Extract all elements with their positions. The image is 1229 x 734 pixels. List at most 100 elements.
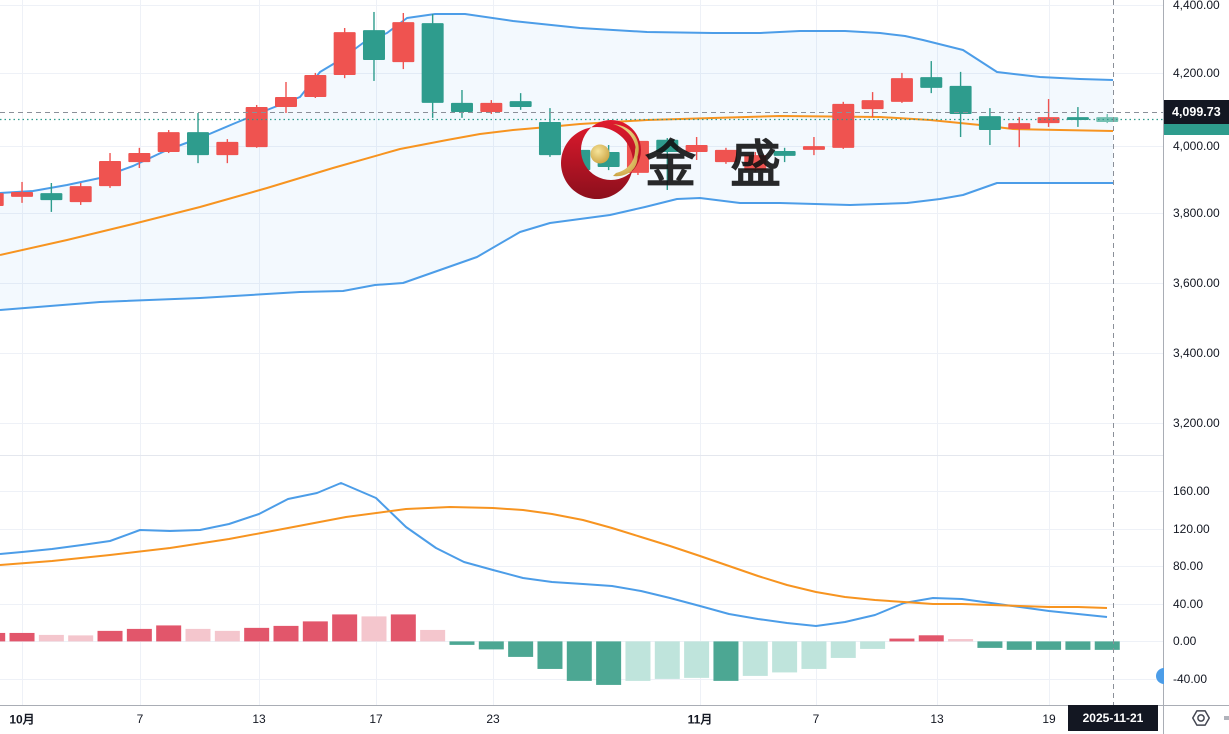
candle-2025-11-10[interactable] bbox=[832, 103, 855, 148]
axis-tick-label: 0.00 bbox=[1173, 634, 1197, 648]
macd-histogram-bar bbox=[801, 641, 827, 669]
candle-2025-10-17[interactable] bbox=[362, 30, 385, 61]
axis-tick-label: 3,800.00 bbox=[1173, 206, 1220, 220]
candle-2025-10-31[interactable] bbox=[656, 139, 679, 152]
macd-histogram-bar bbox=[449, 641, 475, 645]
axis-tick-label: 3,200.00 bbox=[1173, 416, 1220, 430]
candle-2025-11-06[interactable] bbox=[773, 150, 796, 156]
candle-2025-10-14[interactable] bbox=[275, 96, 297, 108]
macd-histogram-bar bbox=[273, 625, 299, 642]
bollinger-lower-line bbox=[0, 182, 1113, 311]
candle-2025-10-21[interactable] bbox=[421, 23, 444, 103]
candle-2025-11-12[interactable] bbox=[890, 78, 913, 102]
macd-histogram-bar bbox=[977, 641, 1003, 648]
macd-histogram-bar bbox=[596, 641, 622, 685]
candle-2025-10-24[interactable] bbox=[509, 101, 532, 108]
candle-2025-10-23[interactable] bbox=[480, 102, 503, 112]
axis-tick-label: 120.00 bbox=[1173, 522, 1210, 536]
pane-scroll-button[interactable] bbox=[1156, 668, 1164, 684]
macd-histogram-bar bbox=[478, 641, 504, 650]
candle-2025-10-16[interactable] bbox=[333, 32, 356, 76]
bollinger-fill bbox=[0, 14, 1113, 310]
macd-line bbox=[0, 482, 1108, 627]
axis-tick-label: 4,400.00 bbox=[1173, 0, 1220, 12]
candle-2025-10-01[interactable] bbox=[11, 192, 34, 197]
macd-histogram-bar bbox=[390, 614, 416, 642]
macd-histogram-bar bbox=[508, 641, 534, 657]
candle-2025-11-03[interactable] bbox=[685, 145, 708, 152]
axis-tick-label: 3,400.00 bbox=[1173, 346, 1220, 360]
partial-edge-icon bbox=[1224, 716, 1229, 720]
macd-histogram-bar bbox=[420, 629, 446, 642]
macd-histogram-bar bbox=[948, 639, 974, 642]
candle-2025-10-03[interactable] bbox=[69, 186, 92, 203]
macd-histogram-bar bbox=[126, 628, 152, 642]
macd-histogram-bar bbox=[214, 630, 240, 642]
candle-2025-10-15[interactable] bbox=[304, 75, 327, 97]
candle-2025-11-14[interactable] bbox=[949, 85, 972, 115]
macd-histogram-bar bbox=[537, 641, 563, 669]
candle-2025-10-13[interactable] bbox=[245, 107, 268, 148]
macd-histogram-bar bbox=[566, 641, 592, 681]
macd-histogram-bar bbox=[713, 641, 739, 681]
macd-histogram-bar bbox=[244, 627, 270, 642]
candle-2025-10-30[interactable] bbox=[626, 140, 649, 173]
macd-histogram-bar bbox=[625, 641, 651, 681]
time-tick-label: 13 bbox=[930, 712, 944, 726]
candle-2025-11-19[interactable] bbox=[1037, 117, 1060, 124]
macd-histogram-bar bbox=[97, 630, 123, 642]
candle-2025-11-05[interactable] bbox=[744, 155, 767, 171]
price-axis[interactable]: 4,400.00 4,200.00 4,000.00 3,800.00 3,600.00… bbox=[1164, 0, 1229, 705]
macd-histogram-bar bbox=[830, 641, 856, 658]
gear-icon bbox=[1192, 710, 1210, 726]
candle-2025-11-11[interactable] bbox=[861, 100, 884, 110]
candle-2025-10-22[interactable] bbox=[450, 102, 473, 112]
time-tick-label: 11月 bbox=[687, 712, 713, 727]
time-tick-label: 10月 bbox=[9, 712, 35, 727]
macd-histogram-bar bbox=[1036, 641, 1062, 650]
candle-2025-10-09[interactable] bbox=[187, 132, 210, 156]
axis-tick-label: 160.00 bbox=[1173, 484, 1210, 498]
candle-2025-11-07[interactable] bbox=[802, 146, 825, 150]
macd-signal-line bbox=[0, 506, 1108, 609]
candle-2025-11-17[interactable] bbox=[978, 116, 1001, 131]
candle-2025-11-13[interactable] bbox=[920, 77, 943, 88]
axis-tick-label: 4,200.00 bbox=[1173, 66, 1220, 80]
macd-histogram-bar bbox=[1006, 641, 1032, 650]
macd-histogram-bar bbox=[185, 628, 211, 642]
macd-histogram-bar bbox=[918, 635, 944, 642]
candle-2025-10-28[interactable] bbox=[568, 149, 591, 171]
macd-histogram-bar bbox=[1065, 641, 1091, 650]
macd-histogram-bar bbox=[38, 634, 64, 642]
axis-tick-label: -40.00 bbox=[1173, 672, 1208, 686]
candle-2025-10-08[interactable] bbox=[157, 132, 180, 152]
macd-histogram-bar bbox=[302, 621, 328, 642]
candle-2025-10-27[interactable] bbox=[538, 122, 561, 156]
axis-tick-label: 4,000.00 bbox=[1173, 139, 1220, 153]
macd-histogram-bar bbox=[9, 632, 35, 642]
candle-2025-09-30[interactable] bbox=[0, 193, 4, 206]
macd-histogram-bar bbox=[0, 632, 6, 642]
time-tick-label: 7 bbox=[136, 712, 144, 726]
macd-histogram-bar bbox=[860, 641, 886, 649]
macd-histogram-bar bbox=[361, 616, 387, 642]
candle-2025-10-06[interactable] bbox=[99, 161, 122, 187]
candle-2025-11-18[interactable] bbox=[1008, 123, 1031, 130]
time-axis[interactable]: 10月 7 13 17 23 11月 7 13 19 bbox=[0, 706, 1163, 734]
candle-2025-10-29[interactable] bbox=[597, 151, 620, 167]
candle-2025-11-04[interactable] bbox=[714, 149, 737, 163]
candle-2025-10-10[interactable] bbox=[216, 141, 239, 156]
macd-histogram-bar bbox=[68, 635, 94, 642]
candle-2025-10-20[interactable] bbox=[392, 22, 415, 63]
time-tick-label: 7 bbox=[812, 712, 820, 726]
settings-button[interactable] bbox=[1186, 703, 1216, 733]
candle-2025-10-07[interactable] bbox=[128, 153, 151, 163]
macd-histogram-bar bbox=[889, 638, 915, 642]
macd-histogram-bar bbox=[1094, 641, 1120, 650]
macd-histogram-bar bbox=[156, 625, 182, 642]
macd-histogram-bar bbox=[654, 641, 680, 679]
macd-histogram-bar bbox=[684, 641, 710, 678]
candle-2025-10-02[interactable] bbox=[40, 193, 63, 201]
